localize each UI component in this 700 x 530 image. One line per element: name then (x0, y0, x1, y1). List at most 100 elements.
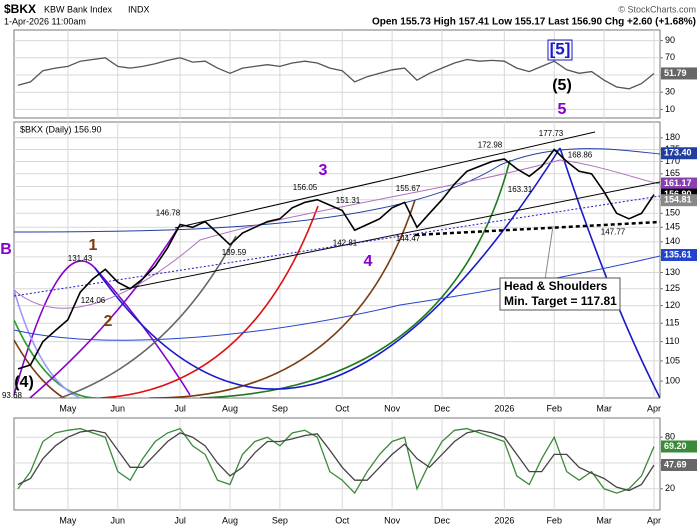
y-tick-label: 120 (665, 300, 680, 310)
x-tick-label: Oct (335, 515, 350, 525)
x-tick-label: Feb (546, 515, 562, 525)
last-value-box (661, 177, 697, 190)
trend-line (14, 195, 660, 297)
y-tick-label: 165 (665, 168, 680, 178)
y-tick-label: 30 (665, 87, 675, 97)
moving-average (14, 148, 660, 233)
wave-label: 4 (364, 253, 373, 270)
x-tick-label: Oct (335, 403, 350, 413)
last-value-label: 156.90 (664, 189, 692, 199)
x-tick-label: Apr (647, 403, 661, 413)
x-tick-label: Apr (647, 515, 661, 525)
price-label: 144.47 (396, 234, 421, 243)
annotation-box (499, 277, 621, 311)
y-tick-label: 80 (665, 432, 675, 442)
wave-box (547, 39, 573, 61)
wave-label: 2 (104, 313, 113, 330)
price-label: 163.31 (508, 185, 533, 194)
y-tick-label: 145 (665, 222, 680, 232)
y-tick-label: 10 (665, 104, 675, 114)
wave-label: (4) (14, 374, 34, 391)
last-value-label: 135.61 (664, 249, 692, 259)
panel (13, 121, 661, 399)
y-tick-label: 125 (665, 283, 680, 293)
quote: Open 155.73 High 157.41 Low 155.17 Last … (372, 17, 696, 28)
cycle-arc (199, 159, 511, 398)
target-pointer (544, 225, 554, 281)
last-value-box (661, 440, 697, 453)
x-tick-label: Jul (174, 515, 186, 525)
panel (13, 29, 661, 119)
x-tick-label: Dec (434, 515, 451, 525)
last-value-label: 47.69 (664, 459, 687, 469)
price-label: 156.05 (293, 183, 318, 192)
price-label: 146.78 (156, 208, 181, 217)
y-tick-label: 180 (665, 132, 680, 142)
credit: © StockCharts.com (618, 4, 696, 14)
last-value-label: 173.40 (664, 148, 692, 158)
x-tick-label: Jul (174, 403, 186, 413)
last-value-label: 161.17 (664, 178, 692, 188)
x-tick-label: May (59, 515, 77, 525)
y-tick-label: 140 (665, 236, 680, 246)
y-tick-label: 170 (665, 156, 680, 166)
cycle-arc (59, 235, 237, 398)
wave-label: 5 (558, 101, 567, 118)
series-line (17, 427, 655, 495)
cycle-arc (14, 319, 100, 398)
price-label: 168.86 (568, 150, 593, 159)
datetime: 1-Apr-2026 11:00am (4, 16, 86, 26)
index-name: KBW Bank Index (44, 4, 113, 14)
last-value-label: 51.79 (664, 68, 687, 78)
exchange: INDX (128, 4, 150, 14)
trend-line (119, 181, 660, 291)
x-tick-label: Aug (222, 515, 238, 525)
price-label: 93.68 (2, 391, 23, 400)
x-tick-label: Jun (111, 515, 126, 525)
trend-line (174, 131, 596, 229)
neckline (414, 220, 660, 237)
y-tick-label: 115 (665, 318, 679, 328)
price-label: 155.67 (396, 184, 421, 193)
x-tick-label: 2026 (494, 403, 514, 413)
last-value-box (661, 458, 697, 471)
cycle-arc (150, 199, 416, 398)
wave-label: B (0, 241, 12, 258)
cycle-arc (29, 227, 179, 398)
y-tick-label: 130 (665, 267, 680, 277)
panel (13, 417, 661, 511)
last-value-box (661, 147, 697, 160)
cycle-arc (14, 339, 150, 398)
price-label: 124.06 (81, 296, 106, 305)
y-tick-label: 100 (665, 375, 680, 385)
legend-entry: $BKX (Daily) 156.90 (20, 124, 102, 134)
x-tick-label: Sep (272, 403, 288, 413)
price-label: 177.73 (539, 129, 564, 138)
price-label: 142.81 (333, 239, 358, 248)
y-tick-label: 150 (665, 208, 680, 218)
wave-label: 1 (89, 237, 98, 254)
cycle-arc (99, 205, 319, 398)
wave-label: [5] (550, 39, 571, 58)
annotation: Head & Shoulders (504, 279, 608, 293)
price-label: 172.98 (478, 140, 503, 149)
series-line (17, 148, 655, 370)
last-value-label: 69.20 (664, 441, 687, 451)
price-label: 151.31 (336, 196, 361, 205)
last-value-box (661, 194, 697, 207)
x-tick-label: Dec (434, 403, 451, 413)
price-label: 139.59 (222, 248, 247, 257)
x-tick-label: Aug (222, 403, 238, 413)
y-tick-label: 70 (665, 52, 675, 62)
moving-average (14, 159, 660, 309)
x-tick-label: Jun (111, 403, 126, 413)
x-tick-label: 2026 (494, 515, 514, 525)
x-tick-label: Sep (272, 515, 288, 525)
symbol: $BKX (4, 2, 36, 16)
x-tick-label: Nov (384, 515, 401, 525)
y-tick-label: 90 (665, 35, 675, 45)
x-tick-label: Nov (384, 403, 401, 413)
series-line (17, 429, 655, 492)
x-tick-label: Feb (546, 403, 562, 413)
